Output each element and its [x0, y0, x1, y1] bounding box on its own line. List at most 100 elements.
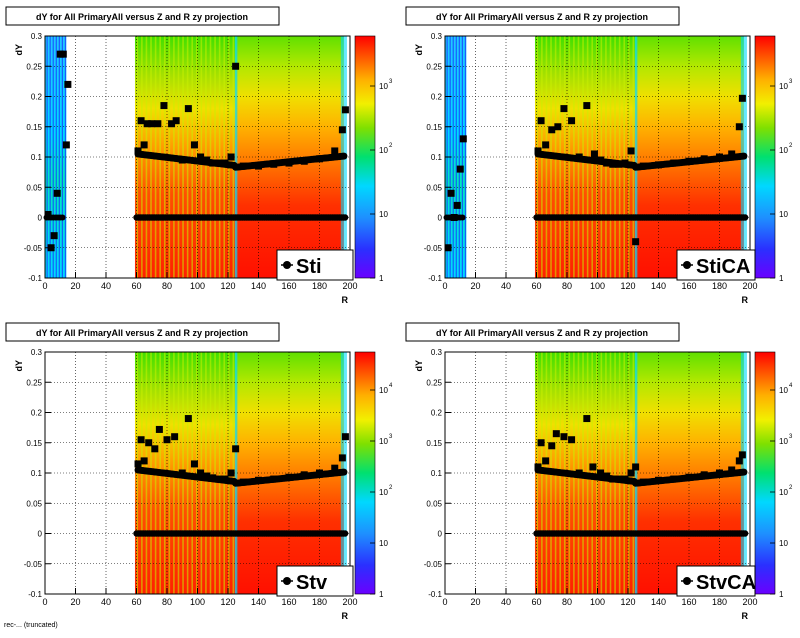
colorbar-tick-label: 10 [779, 488, 788, 497]
profile-marker [255, 476, 262, 484]
y-tick-label: -0.1 [428, 274, 442, 283]
x-tick-label: 60 [131, 281, 141, 291]
x-tick-label: 140 [251, 597, 266, 607]
profile-marker [609, 475, 617, 483]
profile-marker [163, 436, 171, 444]
profile-marker [140, 141, 148, 149]
profile-marker [203, 472, 211, 480]
profile-marker [632, 238, 640, 246]
colorbar-tick-exponent: 2 [789, 143, 793, 149]
profile-marker [209, 159, 217, 167]
x-axis-label: R [342, 611, 349, 621]
y-tick-label: 0.1 [31, 469, 43, 478]
profile-marker [134, 460, 142, 468]
x-tick-label: 0 [442, 597, 447, 607]
y-tick-label: 0.25 [26, 378, 42, 387]
colorbar [754, 35, 776, 279]
colorbar-tick-label: 1 [379, 274, 384, 283]
profile-point-zero [341, 214, 349, 221]
chart-title: dY for All PrimaryAll versus Z and R zy … [436, 12, 648, 22]
heatmap-inner-stripe [461, 36, 463, 278]
profile-marker [184, 415, 192, 423]
x-tick-label: 120 [220, 597, 235, 607]
x-tick-label: 200 [342, 597, 357, 607]
heatmap-mid-stripe [595, 352, 598, 594]
profile-marker [639, 478, 647, 486]
y-tick-label: 0.2 [431, 93, 443, 102]
y-tick-label: 0.3 [31, 32, 43, 41]
profile-marker [597, 156, 605, 164]
profile-marker [700, 471, 708, 479]
colorbar-tick-exponent: 3 [789, 79, 793, 85]
colorbar-tick-label: 1 [779, 274, 784, 283]
heatmap-gap-band [634, 352, 638, 594]
profile-marker [338, 454, 346, 462]
y-tick-label: 0.15 [26, 439, 42, 448]
profile-marker [700, 155, 708, 163]
profile-marker [197, 469, 205, 477]
x-tick-label: 60 [531, 281, 541, 291]
x-tick-label: 180 [312, 281, 327, 291]
profile-marker [575, 469, 583, 477]
x-axis-label: R [742, 611, 749, 621]
profile-marker [716, 153, 723, 161]
profile-marker [44, 210, 52, 218]
chart-panel-1: dY for All PrimaryAll versus Z and R zy … [5, 6, 393, 305]
heatmap-gap-band [634, 36, 638, 278]
y-tick-label: 0.1 [431, 469, 443, 478]
y-tick-label: -0.1 [28, 274, 42, 283]
profile-marker [552, 430, 560, 438]
x-tick-label: 120 [620, 281, 635, 291]
heatmap-mid-stripe [623, 36, 626, 278]
colorbar-tick-label: 10 [779, 539, 788, 548]
colorbar-tick-label: 10 [779, 386, 788, 395]
profile-marker [227, 153, 235, 161]
y-axis-label: dY [14, 44, 24, 56]
profile-marker [331, 464, 339, 472]
profile-point-trend [740, 468, 748, 476]
x-tick-label: 160 [281, 281, 296, 291]
x-tick-label: 20 [70, 281, 80, 291]
y-tick-label: 0.05 [426, 183, 442, 192]
x-tick-label: 20 [470, 597, 480, 607]
profile-marker [716, 469, 723, 477]
chart-panel-3: dY for All PrimaryAll versus Z and R zy … [5, 322, 393, 621]
y-tick-label: 0 [438, 214, 443, 223]
profile-marker [59, 50, 67, 58]
profile-marker [300, 157, 308, 165]
legend-box [276, 565, 354, 597]
profile-point-zero [741, 214, 749, 221]
profile-marker [143, 120, 151, 128]
legend-label: StiCA [696, 256, 750, 278]
profile-marker [227, 469, 235, 477]
profile-marker [341, 106, 349, 114]
profile-marker [178, 469, 186, 477]
x-axis-label: R [742, 295, 749, 305]
x-tick-label: 40 [501, 597, 511, 607]
profile-marker [215, 475, 223, 483]
x-tick-label: 200 [742, 597, 757, 607]
profile-marker [137, 117, 145, 125]
profile-marker [590, 150, 598, 158]
profile-marker [632, 463, 640, 471]
profile-marker [655, 476, 662, 484]
profile-marker [285, 159, 293, 167]
profile-marker [338, 126, 346, 134]
colorbar-tick-exponent: 2 [389, 143, 393, 149]
profile-marker [331, 147, 339, 155]
y-tick-label: 0.2 [31, 409, 43, 418]
chart-title: dY for All PrimaryAll versus Z and R zy … [36, 12, 248, 22]
profile-marker [548, 442, 556, 450]
profile-marker [47, 244, 55, 252]
chart-title: dY for All PrimaryAll versus Z and R zy … [436, 328, 648, 338]
profile-point-trend [340, 468, 348, 476]
legend-label: Sti [296, 256, 322, 278]
profile-marker [534, 463, 542, 471]
profile-marker [537, 117, 545, 125]
heatmap-inner-stripe [455, 36, 457, 278]
profile-marker [670, 475, 678, 483]
heatmap-inner-stripe [458, 36, 460, 278]
colorbar-tick-exponent: 3 [389, 434, 393, 440]
x-tick-label: 140 [251, 281, 266, 291]
